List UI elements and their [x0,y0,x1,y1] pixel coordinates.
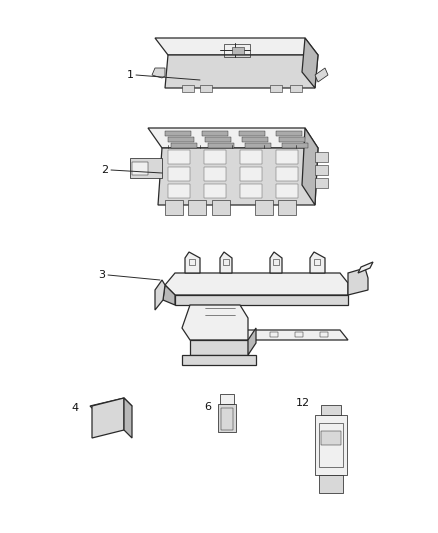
Polygon shape [310,252,325,273]
Polygon shape [158,148,318,205]
Polygon shape [132,162,148,175]
Text: 3: 3 [99,270,106,280]
Polygon shape [232,47,244,54]
Polygon shape [302,38,318,88]
Polygon shape [188,200,206,215]
Polygon shape [276,184,298,198]
Text: 2: 2 [102,165,109,175]
Polygon shape [165,273,348,295]
Polygon shape [165,55,318,88]
Polygon shape [124,398,132,438]
Polygon shape [163,285,175,305]
Polygon shape [182,85,194,92]
Polygon shape [90,398,132,414]
Polygon shape [220,394,234,404]
Polygon shape [155,38,318,55]
Polygon shape [204,167,226,181]
Polygon shape [200,85,212,92]
Polygon shape [212,200,230,215]
Polygon shape [245,143,271,148]
Text: 1: 1 [127,70,134,80]
Polygon shape [270,252,282,273]
Polygon shape [218,404,236,432]
Polygon shape [175,295,348,305]
Polygon shape [205,137,231,142]
Text: 12: 12 [296,398,310,408]
Polygon shape [270,85,282,92]
Polygon shape [348,268,368,295]
Polygon shape [302,128,318,205]
Polygon shape [204,150,226,164]
Polygon shape [155,280,165,310]
Polygon shape [168,137,194,142]
Polygon shape [279,137,305,142]
Text: 4: 4 [71,403,78,413]
Polygon shape [321,405,341,415]
Polygon shape [276,131,302,136]
Polygon shape [240,150,262,164]
Polygon shape [315,165,328,175]
Polygon shape [278,200,296,215]
Polygon shape [220,252,232,273]
Polygon shape [165,131,191,136]
Polygon shape [190,330,348,340]
Polygon shape [165,200,183,215]
Polygon shape [148,128,318,148]
Polygon shape [242,137,268,142]
Polygon shape [152,68,165,78]
Polygon shape [240,184,262,198]
Polygon shape [282,143,308,148]
Polygon shape [315,152,328,162]
Polygon shape [171,143,197,148]
Polygon shape [168,167,190,181]
Polygon shape [276,167,298,181]
Text: 6: 6 [205,402,212,412]
Polygon shape [130,158,162,178]
Polygon shape [321,431,341,445]
Polygon shape [315,68,328,82]
Polygon shape [315,415,347,475]
Polygon shape [290,85,302,92]
Polygon shape [255,200,273,215]
Polygon shape [92,398,124,438]
Polygon shape [248,328,256,355]
Polygon shape [168,184,190,198]
Polygon shape [358,262,373,273]
Polygon shape [315,178,328,188]
Polygon shape [239,131,265,136]
Polygon shape [276,150,298,164]
Polygon shape [182,305,248,340]
Polygon shape [240,167,262,181]
Polygon shape [190,340,248,355]
Polygon shape [204,184,226,198]
Polygon shape [185,252,200,273]
Polygon shape [319,475,343,493]
Polygon shape [168,150,190,164]
Polygon shape [202,131,228,136]
Polygon shape [182,355,256,365]
Polygon shape [208,143,234,148]
